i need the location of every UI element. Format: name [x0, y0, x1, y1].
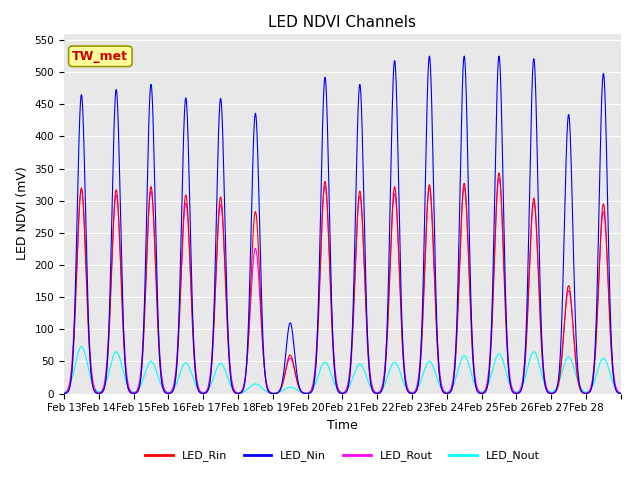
Y-axis label: LED NDVI (mV): LED NDVI (mV) — [16, 167, 29, 261]
X-axis label: Time: Time — [327, 419, 358, 432]
Title: LED NDVI Channels: LED NDVI Channels — [268, 15, 417, 30]
Text: TW_met: TW_met — [72, 50, 129, 63]
Legend: LED_Rin, LED_Nin, LED_Rout, LED_Nout: LED_Rin, LED_Nin, LED_Rout, LED_Nout — [141, 446, 544, 466]
